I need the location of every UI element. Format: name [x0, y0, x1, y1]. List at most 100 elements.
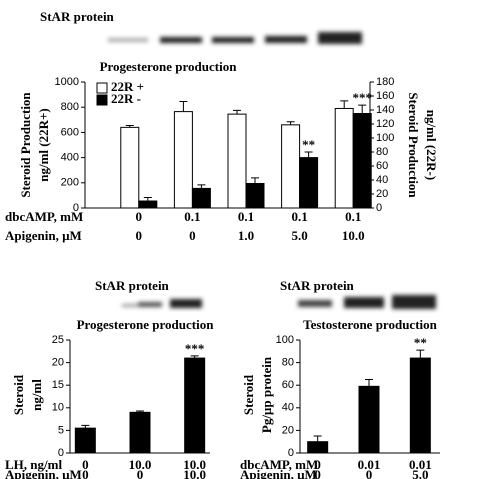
row-value: 0 [189, 228, 196, 243]
blot-label: StAR protein [95, 278, 170, 293]
error-bar [81, 424, 90, 429]
y-tick-label: 40 [282, 402, 294, 414]
error-bar [125, 124, 134, 128]
error-bar [304, 151, 313, 158]
significance: ** [414, 335, 427, 350]
row-value: 0.01 [409, 457, 432, 472]
error-bar [340, 100, 349, 109]
legend-swatch [96, 82, 108, 94]
bar [74, 427, 96, 454]
error-bar [179, 101, 188, 112]
error-bar [286, 121, 295, 125]
y-tick-label: 25 [52, 334, 64, 346]
row-value: 0.1 [345, 209, 361, 224]
y-tick-label: 60 [282, 379, 294, 391]
y-tick-label: 200 [61, 177, 79, 189]
row-value: 10.0 [183, 457, 206, 472]
y2-tick-label: 120 [376, 118, 394, 130]
y-tick-label: 80 [282, 357, 294, 369]
row-label: dbcAMP, mM [5, 209, 83, 224]
y2-tick-label: 0 [376, 202, 382, 214]
y-tick-label: 10 [52, 402, 64, 414]
row-value: 0 [82, 467, 89, 479]
row-value: 0.1 [291, 209, 307, 224]
blot-label: StAR protein [280, 278, 355, 293]
y-tick-label: 800 [61, 101, 79, 113]
error-bar [190, 355, 199, 359]
bar [307, 441, 329, 454]
y2-tick-label: 100 [376, 132, 394, 144]
error-bar [197, 184, 206, 189]
y-tick-label: 100 [276, 334, 294, 346]
y2-axis-label: ng/ml (22R-) [424, 110, 439, 180]
y2-tick-label: 160 [376, 90, 394, 102]
significance: *** [352, 90, 372, 105]
y-tick-label: 1000 [55, 76, 79, 88]
y2-tick-label: 140 [376, 104, 394, 116]
error-bar [416, 349, 425, 359]
row-value: 0 [136, 228, 143, 243]
y2-tick-label: 180 [376, 76, 394, 88]
row-value: 5.0 [291, 228, 307, 243]
bar [120, 126, 140, 209]
bar [299, 157, 319, 209]
y-tick-label: 0 [288, 447, 294, 459]
bar [409, 357, 431, 454]
error-bar [233, 109, 241, 115]
bar [227, 113, 247, 209]
y-axis-label: Steroid [11, 374, 26, 415]
bar [245, 183, 265, 209]
significance: *** [185, 341, 205, 356]
y-axis-label: ng/ml [29, 379, 44, 411]
row-value: 10.0 [129, 457, 152, 472]
row-value: 0 [136, 209, 143, 224]
row-value: 0.01 [358, 457, 381, 472]
error-bar [365, 379, 373, 387]
y-tick-label: 15 [52, 379, 64, 391]
chart-title: Testosterone production [303, 317, 438, 332]
y-axis-label: Pg/µp protein [259, 356, 274, 433]
row-value: 0 [314, 467, 321, 479]
row-label: Apigenin, µM [5, 228, 82, 243]
y-tick-label: 5 [58, 424, 64, 436]
y-tick-label: 0 [73, 202, 79, 214]
significance: ** [302, 137, 315, 152]
blot-right [298, 295, 436, 309]
legend-swatch [96, 94, 108, 106]
error-bar [358, 104, 367, 114]
row-label: Apigenin, µM [5, 467, 82, 479]
bar [358, 385, 380, 454]
y2-tick-label: 20 [376, 188, 388, 200]
legend-label: 22R - [111, 91, 141, 106]
row-label: LH, ng/ml [5, 457, 62, 472]
error-bar [251, 177, 259, 184]
row-value: 1.0 [238, 228, 254, 243]
bar [281, 124, 301, 209]
y2-tick-label: 40 [376, 174, 388, 186]
row-value: 10.0 [183, 467, 206, 479]
error-bar [313, 435, 322, 442]
row-value: 0 [82, 457, 89, 472]
bar [129, 411, 151, 454]
row-value: 0 [137, 467, 144, 479]
row-label: Apigenin, µM [240, 467, 317, 479]
bar [184, 357, 206, 454]
y2-tick-label: 80 [376, 146, 388, 158]
bar [173, 111, 193, 209]
row-label: dbcAMP, mM [240, 457, 318, 472]
bar [191, 187, 211, 209]
row-value: 0 [314, 457, 321, 472]
y-tick-label: 400 [61, 152, 79, 164]
row-value: 5.0 [412, 467, 428, 479]
row-value: 0 [366, 467, 373, 479]
legend-label: 22R + [111, 79, 144, 94]
y-tick-label: 600 [61, 126, 79, 138]
y-tick-label: 20 [52, 357, 64, 369]
y-tick-label: 20 [282, 424, 294, 436]
error-bar [136, 410, 144, 413]
y-axis-label: Steroid [241, 374, 256, 415]
y-axis-label: ng/ml (22R+) [36, 108, 51, 182]
chart-title: Progesterone production [100, 59, 238, 74]
